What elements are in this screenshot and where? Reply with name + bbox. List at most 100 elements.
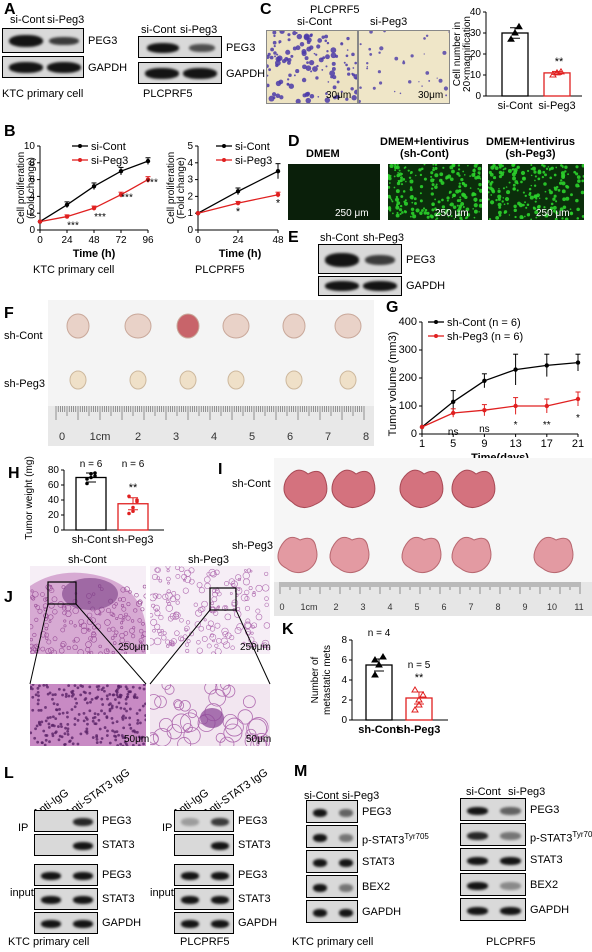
- y-axis-label: Tumor weight (mg): [24, 456, 35, 540]
- sig-mark: ***: [121, 193, 133, 204]
- transwell-cell: [287, 78, 290, 81]
- data-point: [64, 202, 70, 207]
- data-point: [127, 511, 131, 516]
- alveolus: [111, 650, 115, 654]
- nucleus: [67, 694, 71, 698]
- alveolus: [73, 624, 77, 628]
- panel-label-d: D: [288, 133, 300, 150]
- nucleus: [42, 729, 46, 733]
- nucleus: [136, 719, 140, 722]
- blot-band: [181, 872, 199, 880]
- fluor-cell: [389, 174, 392, 177]
- transwell-cell: [346, 36, 350, 41]
- fluor-cell: [569, 211, 574, 216]
- alveolus: [204, 582, 211, 590]
- blot-band: [211, 896, 229, 904]
- transwell-cell: [306, 61, 309, 65]
- data-point: [513, 403, 518, 409]
- y-tick-label: 0: [341, 715, 347, 726]
- alveolus: [209, 605, 216, 612]
- transwell-cell: [279, 95, 284, 100]
- ruler-label: 8: [363, 431, 369, 443]
- nucleus: [44, 719, 48, 723]
- fluor-cell: [555, 211, 559, 215]
- blot-row-label: PEG3: [102, 815, 132, 827]
- data-point: [419, 691, 427, 698]
- transwell-cell: [354, 89, 357, 95]
- he-highmag-sh-cont: [30, 684, 146, 746]
- fluor-cell: [552, 205, 557, 210]
- legend-marker: [434, 334, 438, 338]
- alveolus: [63, 624, 67, 628]
- fluor-cell: [430, 192, 434, 196]
- alveolus: [124, 612, 128, 617]
- transwell-cell: [278, 40, 282, 44]
- nucleus: [95, 741, 99, 744]
- nucleus: [62, 688, 66, 692]
- nucleus: [136, 721, 140, 725]
- alveolus: [167, 602, 172, 607]
- transwell-cell: [285, 49, 291, 55]
- alveolus: [150, 694, 162, 710]
- transwell-cell: [445, 94, 448, 97]
- blot-band: [73, 818, 93, 826]
- y-tick-label: 40: [470, 7, 482, 18]
- fluor-cell: [561, 217, 564, 220]
- transwell-cell: [309, 93, 315, 99]
- alveolus: [143, 593, 146, 599]
- y-tick-label: 0: [475, 91, 481, 102]
- panel-label-i: I: [218, 461, 223, 478]
- x-tick-label: 24: [61, 235, 73, 246]
- nucleus: [51, 697, 54, 701]
- alveolus: [30, 637, 34, 642]
- data-point: [371, 671, 379, 678]
- transwell-cell: [295, 32, 298, 34]
- y-axis-label: Cell proliferation: [16, 152, 27, 224]
- nucleus: [73, 723, 77, 726]
- x-tick-label: sh-Peg3: [113, 534, 154, 546]
- panel-d-scale-3: 250 μm: [536, 208, 570, 219]
- alveolus: [133, 646, 139, 652]
- nucleus: [38, 723, 42, 727]
- alveolus: [45, 648, 52, 654]
- tumor-sh-peg3: [69, 370, 87, 390]
- data-point: [411, 686, 419, 693]
- nucleus: [67, 684, 71, 688]
- alveolus: [104, 619, 111, 626]
- alveolus: [244, 605, 251, 612]
- transwell-cell: [368, 47, 372, 51]
- blot-strip: [34, 810, 98, 832]
- alveolus: [195, 609, 203, 617]
- blot-row-label: p-STAT3Tyr705: [530, 829, 592, 845]
- nucleus: [105, 715, 109, 718]
- sig-mark: ns: [448, 427, 459, 438]
- alveolus: [30, 589, 34, 593]
- alveolus: [115, 616, 119, 620]
- transwell-cell: [402, 61, 406, 65]
- fluor-cell: [517, 201, 521, 206]
- fluor-cell: [532, 206, 536, 209]
- alveolus: [142, 584, 146, 589]
- panel-label-a: A: [4, 1, 16, 18]
- nucleus: [34, 727, 37, 731]
- fluor-cell: [581, 164, 584, 168]
- alveolus: [167, 615, 174, 622]
- alveolus: [198, 626, 204, 632]
- alveolus: [140, 607, 145, 612]
- y-tick-label: 4: [187, 158, 193, 169]
- alveolus: [32, 632, 37, 638]
- alveolus: [152, 592, 159, 599]
- fluor-cell: [488, 198, 490, 201]
- alveolus: [242, 578, 250, 586]
- alveolus: [114, 602, 118, 606]
- data-point: [511, 29, 519, 36]
- fluor-cell: [576, 217, 580, 220]
- nucleus: [119, 742, 123, 746]
- data-point: [275, 169, 281, 174]
- y-tick-label: 20: [470, 49, 482, 60]
- fluor-cell: [388, 176, 392, 181]
- fluor-cell: [459, 198, 462, 201]
- alveolus: [154, 695, 167, 709]
- nucleus: [76, 742, 80, 746]
- y-tick-label: 0: [53, 525, 59, 536]
